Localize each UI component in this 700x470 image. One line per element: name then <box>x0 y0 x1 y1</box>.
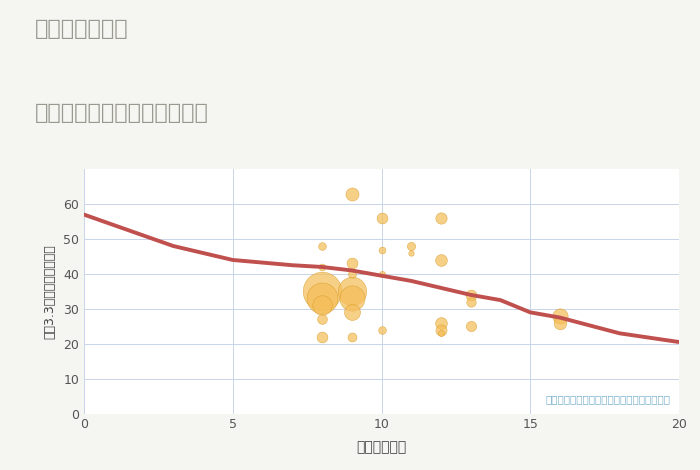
Point <box>554 319 566 327</box>
Point <box>376 214 387 222</box>
Point <box>376 270 387 278</box>
Point <box>316 288 328 295</box>
Point <box>435 319 447 327</box>
Point <box>376 326 387 334</box>
Point <box>346 270 357 278</box>
Text: 奈良県耳成駅の: 奈良県耳成駅の <box>35 19 129 39</box>
Point <box>376 246 387 253</box>
Point <box>346 260 357 267</box>
Point <box>435 214 447 222</box>
Point <box>316 333 328 341</box>
Text: 駅距離別中古マンション価格: 駅距離別中古マンション価格 <box>35 103 209 124</box>
Point <box>435 256 447 264</box>
Point <box>554 312 566 320</box>
Point <box>346 309 357 316</box>
X-axis label: 駅距離（分）: 駅距離（分） <box>356 440 407 454</box>
Point <box>465 298 476 306</box>
Point <box>435 329 447 337</box>
Point <box>406 242 417 250</box>
Point <box>406 249 417 257</box>
Point <box>346 190 357 197</box>
Point <box>316 302 328 309</box>
Point <box>316 242 328 250</box>
Y-axis label: 坪（3.3㎡）単価（万円）: 坪（3.3㎡）単価（万円） <box>43 244 56 339</box>
Point <box>316 295 328 302</box>
Text: 円の大きさは、取引のあった物件面積を示す: 円の大きさは、取引のあった物件面積を示す <box>545 394 670 404</box>
Point <box>346 333 357 341</box>
Point <box>346 288 357 295</box>
Point <box>316 263 328 271</box>
Point <box>465 291 476 298</box>
Point <box>465 322 476 330</box>
Point <box>435 326 447 334</box>
Point <box>346 295 357 302</box>
Point <box>316 315 328 323</box>
